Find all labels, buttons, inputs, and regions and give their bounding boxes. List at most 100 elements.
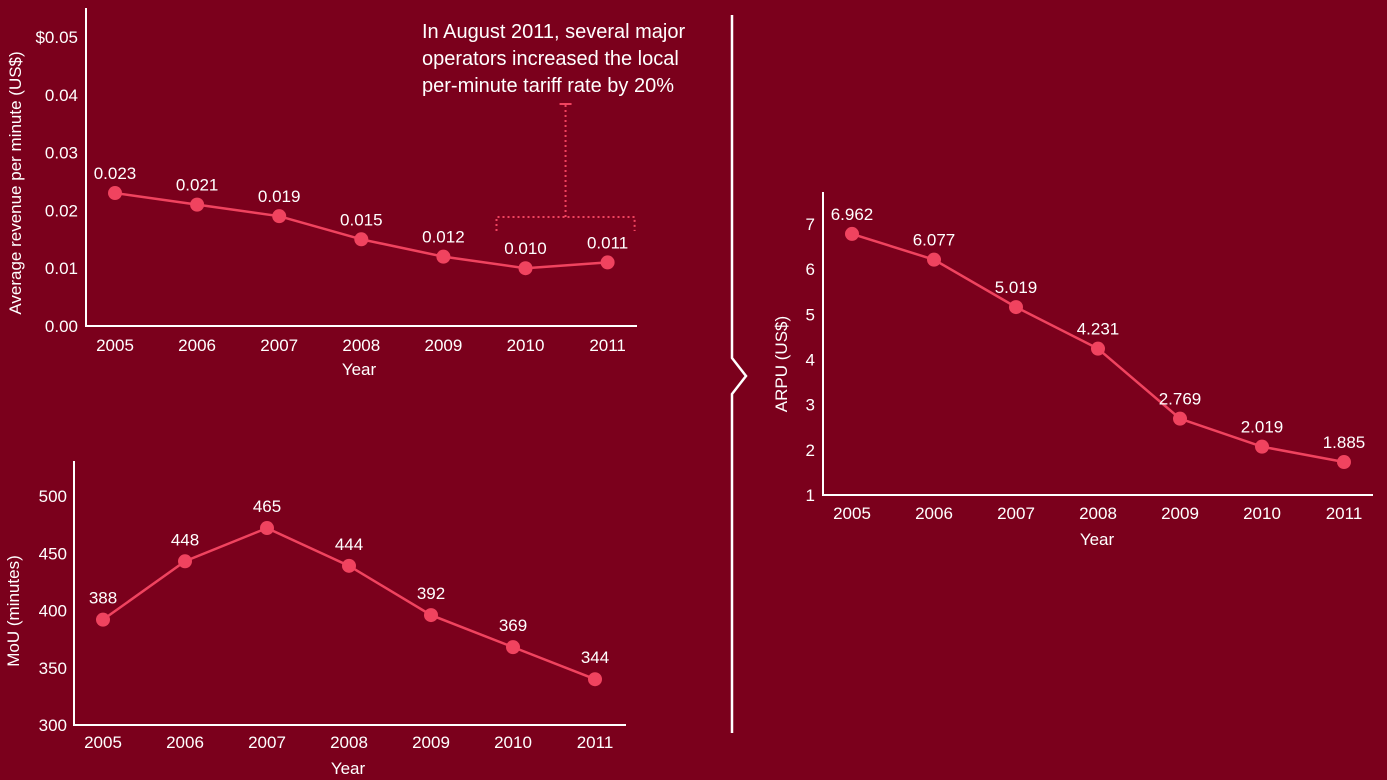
arpu-y-tick-label: 4: [806, 351, 815, 370]
revenue-per-minute-data-point: [436, 249, 451, 264]
revenue-per-minute-data-point: [600, 255, 615, 270]
mou-data-point: [260, 521, 274, 536]
arpu-x-tick-label: 2011: [1326, 504, 1363, 523]
arpu-x-tick-label: 2009: [1161, 504, 1199, 523]
arpu-x-tick-label: 2005: [833, 504, 871, 523]
arpu-data-label: 1.885: [1323, 433, 1366, 452]
arpu-data-label: 5.019: [995, 278, 1038, 297]
revenue-per-minute-data-point: [518, 261, 533, 276]
arpu-x-tick-label: 2010: [1243, 504, 1281, 523]
revenue-per-minute-axes: [85, 8, 637, 327]
mou-x-axis-title: Year: [331, 759, 366, 778]
arpu-chart: 1 2 3 4 5 6 7 2005 2006 2007 2008 2009 2010 2011 Year A…: [772, 192, 1373, 549]
revenue-per-minute-x-tick-label: 2005: [96, 336, 134, 355]
revenue-per-minute-x-tick-label: 2009: [424, 336, 462, 355]
arpu-data-label: 6.077: [913, 231, 956, 250]
annotation-line-3: per-minute tariff rate by 20%: [422, 75, 674, 97]
revenue-per-minute-data-point: [108, 186, 122, 201]
arpu-data-label: 2.019: [1241, 418, 1284, 437]
arpu-y-tick-label: 3: [806, 396, 815, 415]
arpu-y-axis-title: ARPU (US$): [772, 316, 791, 412]
mou-y-tick-label: 400: [39, 602, 67, 621]
revenue-per-minute-data-label: 0.023: [94, 164, 137, 183]
mou-data-point: [588, 672, 602, 687]
mou-y-tick-label: 350: [39, 659, 67, 678]
arpu-x-tick-label: 2008: [1079, 504, 1117, 523]
revenue-per-minute-x-tick-label: 2008: [342, 336, 380, 355]
mou-x-tick-label: 2011: [577, 733, 614, 752]
arpu-data-point: [1009, 300, 1023, 315]
mou-data-point: [342, 558, 356, 573]
revenue-per-minute-y-tick-label: 0.01: [45, 259, 78, 278]
revenue-per-minute-x-tick-label: 2010: [507, 336, 545, 355]
revenue-per-minute-data-label: 0.015: [340, 210, 383, 229]
revenue-per-minute-x-tick-label: 2006: [178, 336, 216, 355]
mou-data-point: [96, 612, 110, 627]
mou-data-label: 448: [171, 530, 199, 549]
tariff-annotation: In August 2011, several major operators …: [422, 21, 685, 97]
mou-x-tick-label: 2007: [248, 733, 286, 752]
arpu-y-tick-label: 6: [806, 260, 815, 279]
mou-x-tick-label: 2009: [412, 733, 450, 752]
revenue-per-minute-data-label: 0.019: [258, 187, 301, 206]
arpu-data-label: 2.769: [1159, 390, 1202, 409]
revenue-per-minute-chart: In August 2011, several major operators …: [6, 8, 685, 379]
mou-data-label: 388: [89, 589, 117, 608]
arpu-y-tick-label: 7: [806, 215, 815, 234]
mou-y-tick-label: 450: [39, 544, 67, 563]
revenue-per-minute-data-label: 0.011: [587, 233, 628, 252]
arpu-x-tick-label: 2006: [915, 504, 953, 523]
revenue-per-minute-y-tick-label: 0.04: [45, 86, 78, 105]
mou-data-label: 465: [253, 497, 281, 516]
revenue-per-minute-y-tick-label: $0.05: [35, 28, 78, 47]
panel-divider: [730, 15, 748, 733]
revenue-per-minute-data-point: [190, 197, 205, 212]
annotation-line-2: operators increased the local: [422, 48, 679, 70]
mou-y-axis-title: MoU (minutes): [4, 555, 23, 666]
mou-y-tick-label: 500: [39, 487, 67, 506]
revenue-per-minute-y-axis-title: Average revenue per minute (US$): [6, 51, 25, 314]
arpu-axes: [822, 192, 1373, 496]
mou-data-label: 392: [417, 584, 445, 603]
arpu-data-point: [1091, 341, 1105, 356]
arpu-y-tick-label: 1: [806, 486, 815, 505]
mou-data-label: 369: [499, 616, 527, 635]
revenue-per-minute-data-label: 0.012: [422, 228, 465, 247]
arpu-data-point: [1173, 411, 1187, 426]
revenue-per-minute-x-axis-title: Year: [342, 360, 377, 379]
revenue-per-minute-x-tick-label: 2007: [260, 336, 298, 355]
mou-data-point: [424, 608, 438, 623]
revenue-per-minute-data-point: [354, 232, 369, 247]
arpu-data-label: 4.231: [1077, 320, 1120, 339]
revenue-per-minute-data-label: 0.021: [176, 176, 219, 195]
mou-data-point: [506, 640, 520, 655]
arpu-x-tick-label: 2007: [997, 504, 1035, 523]
arpu-data-point: [927, 252, 941, 267]
revenue-per-minute-data-point: [272, 209, 287, 224]
revenue-per-minute-data-label: 0.010: [504, 239, 547, 258]
arpu-y-tick-label: 5: [806, 305, 815, 324]
revenue-per-minute-x-tick-label: 2011: [589, 336, 626, 355]
mou-axes: [73, 461, 626, 726]
arpu-data-point: [1255, 439, 1269, 454]
annotation-bracket: [495, 216, 636, 231]
mou-x-tick-label: 2010: [494, 733, 532, 752]
mou-chart: 300 350 400 450 500 2005 2006 2007 2008 2009 2010 2…: [4, 461, 626, 778]
arpu-y-tick-label: 2: [806, 441, 815, 460]
mou-x-tick-label: 2006: [166, 733, 204, 752]
mou-data-point: [178, 554, 192, 569]
arpu-x-axis-title: Year: [1080, 530, 1115, 549]
arpu-data-point: [1337, 455, 1351, 470]
revenue-per-minute-y-tick-label: 0.03: [45, 144, 78, 163]
mou-x-tick-label: 2008: [330, 733, 368, 752]
mou-x-tick-label: 2005: [84, 733, 122, 752]
mou-data-label: 444: [335, 535, 363, 554]
revenue-per-minute-y-tick-label: 0.00: [45, 317, 78, 336]
mou-data-label: 344: [581, 648, 609, 667]
arpu-data-label: 6.962: [831, 205, 874, 224]
mou-y-tick-label: 300: [39, 716, 67, 735]
revenue-per-minute-y-tick-label: 0.02: [45, 201, 78, 220]
annotation-line-1: In August 2011, several major: [422, 21, 685, 43]
arpu-data-point: [845, 226, 859, 241]
